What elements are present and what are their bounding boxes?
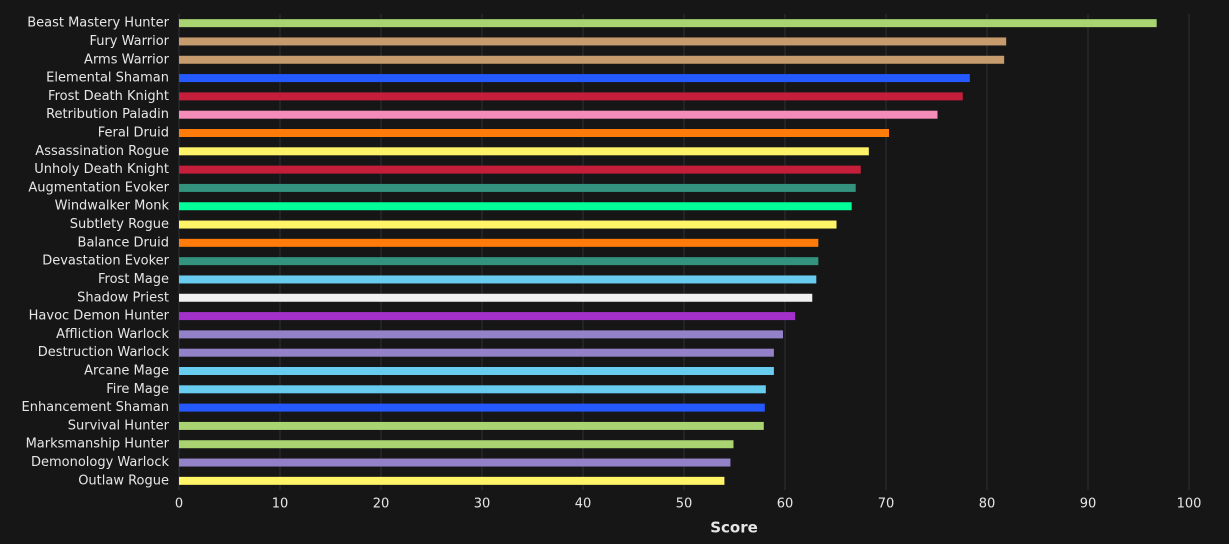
y-tick-label: Affliction Warlock [56,327,169,342]
x-tick-label: 10 [272,497,289,512]
y-tick-label: Marksmanship Hunter [26,437,170,452]
bar [179,220,837,229]
bar [179,385,766,394]
x-tick-label: 40 [575,497,592,512]
y-tick-label: Havoc Demon Hunter [29,309,170,324]
bar [179,165,861,174]
y-tick-label: Demonology Warlock [31,455,170,470]
bar [179,19,1157,28]
y-tick-label: Frost Mage [98,272,169,287]
y-tick-label: Subtlety Rogue [70,217,169,232]
bar [179,476,725,485]
y-tick-label: Shadow Priest [77,290,169,305]
bar [179,440,734,449]
bar [179,348,774,357]
y-tick-label: Unholy Death Knight [34,162,169,177]
bar [179,421,764,430]
y-tick-label: Fury Warrior [89,34,169,49]
y-tick-label: Enhancement Shaman [21,400,169,415]
y-tick-label: Frost Death Knight [48,89,169,104]
bar [179,330,783,339]
y-tick-label: Balance Druid [78,235,169,250]
bar [179,403,765,412]
y-tick-label: Fire Mage [106,382,169,397]
bar [179,293,813,302]
bar [179,129,890,137]
x-tick-label: 80 [979,497,996,512]
bar [179,238,819,247]
y-tick-label: Arcane Mage [84,364,169,379]
x-tick-label: 0 [175,497,183,512]
bar [179,55,1005,64]
bar [179,110,938,119]
y-tick-label: Feral Druid [98,126,169,141]
y-tick-label: Survival Hunter [68,418,170,433]
bar [179,92,963,101]
x-tick-label: 50 [676,497,693,512]
y-tick-label: Elemental Shaman [46,71,169,86]
bar [179,458,731,467]
bar [179,37,1007,46]
y-tick-label: Beast Mastery Hunter [27,16,169,31]
bar [179,147,869,156]
bar [179,183,856,192]
bar [179,367,774,375]
y-tick-label: Outlaw Rogue [78,473,169,488]
x-tick-label: 70 [878,497,895,512]
y-tick-label: Arms Warrior [84,52,170,67]
bar [179,275,817,284]
bar [179,202,852,211]
x-tick-label: 60 [777,497,794,512]
y-tick-label: Devastation Evoker [42,254,169,269]
x-tick-label: 30 [474,497,491,512]
bar [179,257,819,266]
x-tick-label: 90 [1080,497,1097,512]
x-tick-label: 20 [373,497,390,512]
y-tick-label: Augmentation Evoker [28,180,169,195]
x-axis-title: Score [710,519,758,537]
y-tick-label: Assassination Rogue [35,144,169,159]
bar [179,74,970,83]
x-tick-label: 100 [1177,497,1202,512]
bar [179,312,796,321]
y-tick-label: Destruction Warlock [38,345,170,360]
y-tick-label: Retribution Paladin [46,107,169,122]
y-tick-label: Windwalker Monk [55,199,170,214]
